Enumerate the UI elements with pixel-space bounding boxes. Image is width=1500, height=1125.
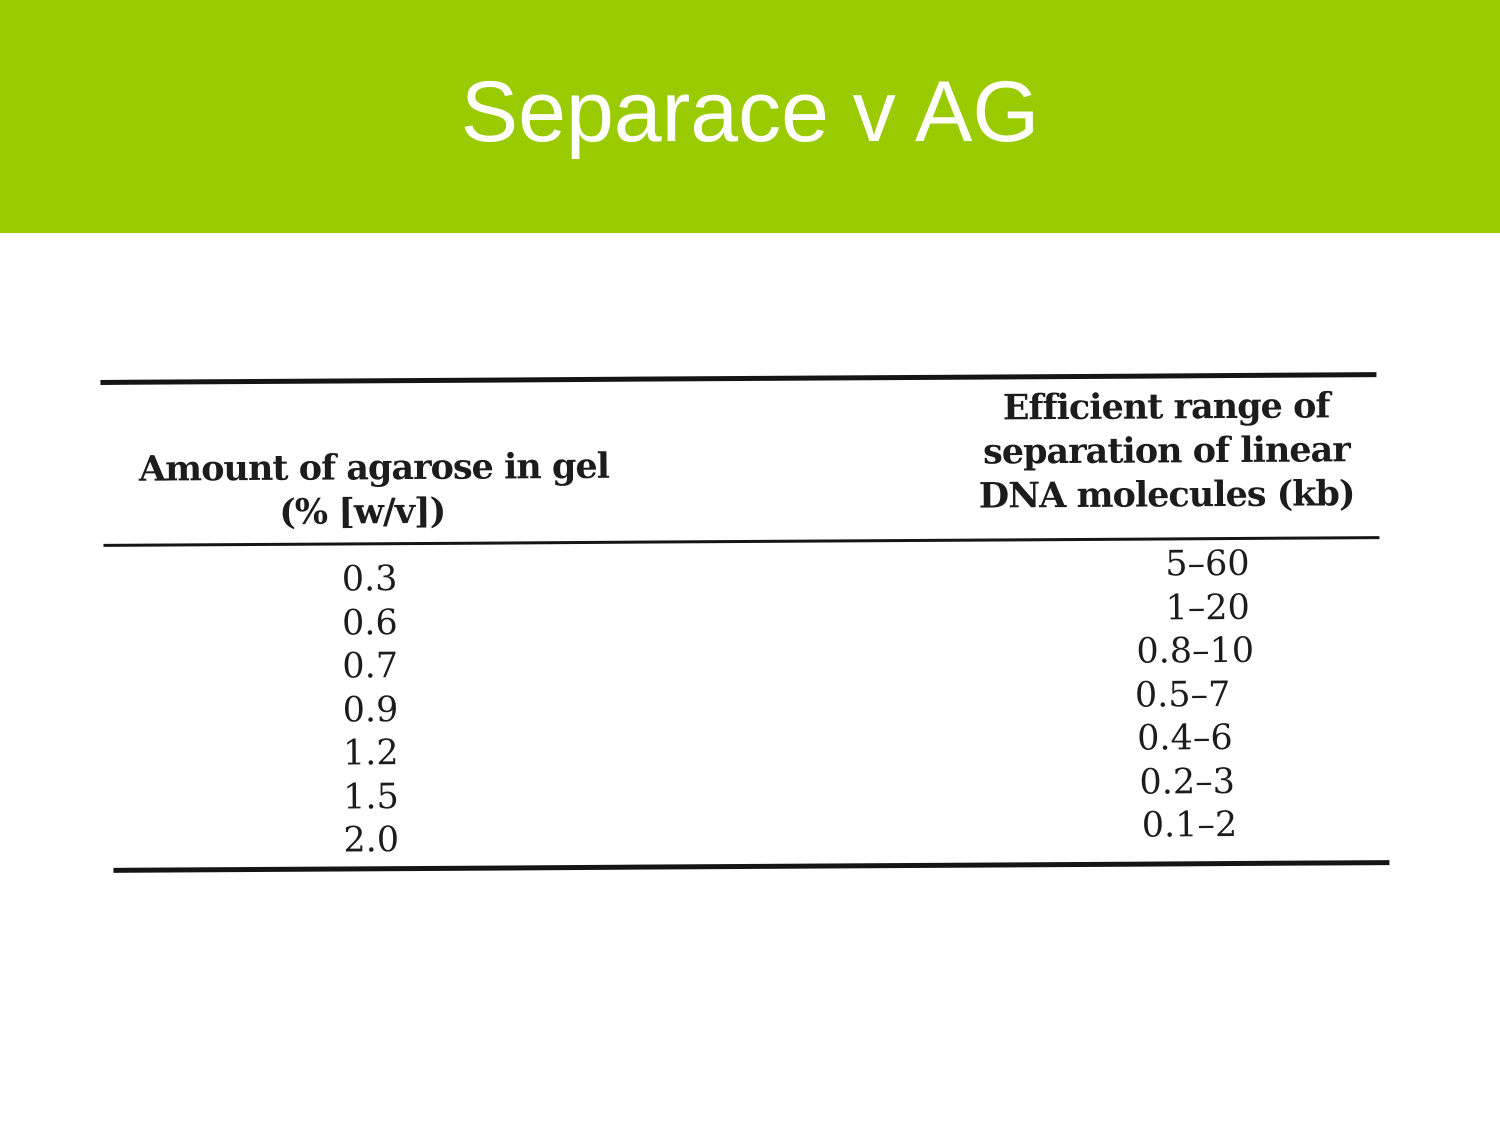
table-top-rule [100, 372, 1377, 385]
table-cell-range: 0.8–10 [1136, 630, 1255, 672]
table-cell-agarose: 0.3 [341, 559, 398, 600]
table-cell-range: 5–60 [1165, 543, 1250, 585]
agarose-column: 0.3 0.6 0.7 0.9 1.2 1.5 2.0 [330, 558, 412, 863]
header-line: Efficient range of [1002, 385, 1330, 429]
table-cell-range: 1–20 [1165, 587, 1250, 628]
table-cell-agarose: 0.6 [341, 602, 398, 643]
range-column: 5–60 1–20 0.8–10 0.5–7 0.4–6 0.2–3 0.1–2 [1099, 543, 1255, 848]
table-cell-range: 0.1–2 [1141, 805, 1238, 846]
scanned-table: Amount of agarose in gel (% [w/v]) Effic… [98, 358, 1393, 906]
table-cell-range: 0.4–6 [1137, 718, 1233, 759]
header-line: DNA molecules (kb) [978, 473, 1355, 517]
table-bottom-rule [113, 860, 1390, 873]
table-cell-range: 0.5–7 [1134, 674, 1231, 716]
table-cell-range: 0.2–3 [1139, 761, 1236, 803]
header-line: separation of linear [982, 429, 1350, 473]
slide-title: Separace v AG [460, 63, 1040, 160]
table-cell-agarose: 0.9 [342, 689, 399, 730]
table-cell-agarose: 1.5 [343, 776, 399, 817]
header-line: Amount of agarose in gel [138, 445, 610, 490]
column-header-agarose: Amount of agarose in gel (% [w/v]) [107, 445, 648, 536]
table-cell-agarose: 0.7 [342, 646, 399, 687]
table-cell-agarose: 2.0 [343, 820, 400, 861]
column-header-range: Efficient range of separation of linear … [949, 384, 1385, 519]
table-cell-agarose: 1.2 [342, 733, 399, 774]
title-bar: Separace v AG [0, 0, 1500, 233]
header-line: (% [w/v]) [279, 490, 446, 533]
